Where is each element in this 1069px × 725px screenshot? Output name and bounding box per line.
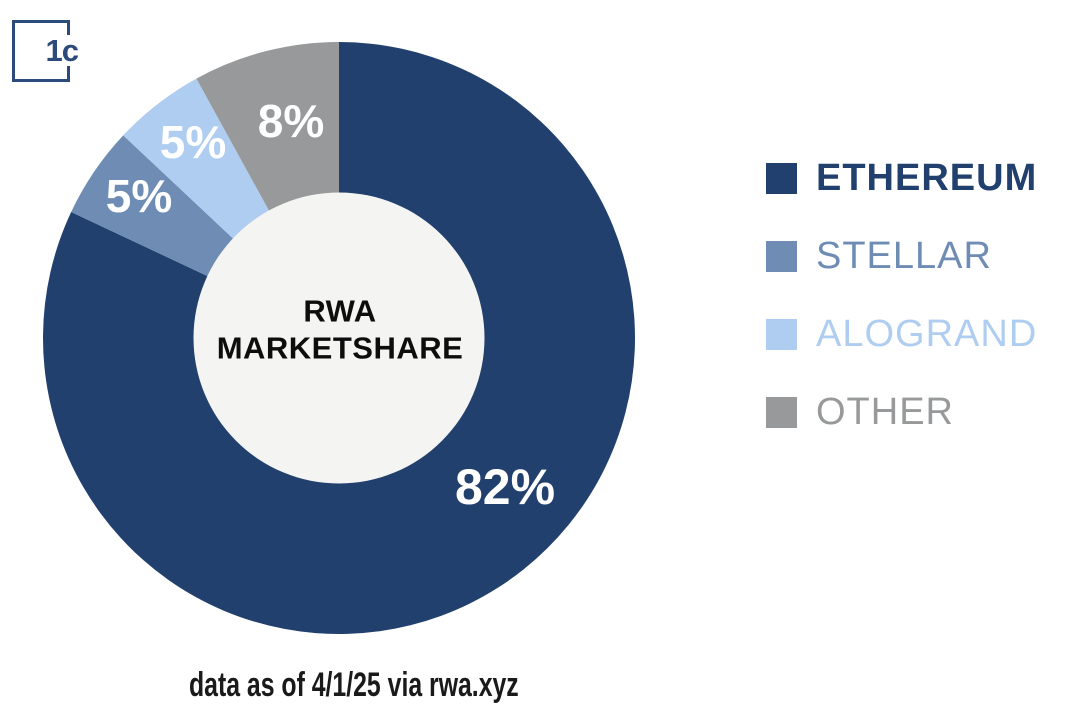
brand-logo-text: 1c [45, 32, 79, 68]
chart-center-label-line1: RWA [303, 293, 377, 329]
chart-center-label: RWA MARKETSHARE [217, 293, 464, 366]
slice-other [196, 42, 339, 211]
donut-hole [193, 192, 485, 484]
legend: ETHEREUM STELLAR ALOGRAND OTHER [766, 157, 1038, 433]
brand-logo: 1c [12, 20, 79, 82]
legend-item-ethereum: ETHEREUM [766, 157, 1038, 199]
legend-label-other: OTHER [816, 391, 954, 433]
legend-label-alogrand: ALOGRAND [816, 313, 1038, 355]
legend-item-alogrand: ALOGRAND [766, 313, 1038, 355]
legend-item-stellar: STELLAR [766, 235, 1037, 277]
legend-swatch-ethereum [766, 162, 797, 194]
legend-swatch-other [766, 396, 797, 428]
slice-stellar [71, 135, 234, 277]
legend-item-other: OTHER [766, 391, 1037, 433]
chart-center-label-line2: MARKETSHARE [216, 330, 464, 365]
slice-ethereum [43, 42, 635, 634]
caption-text: data as of 4/1/25 via rwa.xyz [188, 666, 519, 704]
legend-swatch-alogrand [766, 318, 797, 350]
slice-label-stellar: 5% [105, 170, 173, 222]
slice-label-alogrand: 5% [159, 116, 227, 168]
slice-label-ethereum: 82% [454, 459, 556, 515]
caption: data as of 4/1/25 via rwa.xyz [128, 666, 528, 705]
legend-swatch-stellar [766, 240, 797, 272]
slice-label-other: 8% [257, 95, 325, 147]
slice-alogrand [123, 78, 270, 239]
donut-chart [43, 42, 635, 634]
legend-label-stellar: STELLAR [816, 235, 992, 277]
legend-label-ethereum: ETHEREUM [816, 157, 1038, 199]
